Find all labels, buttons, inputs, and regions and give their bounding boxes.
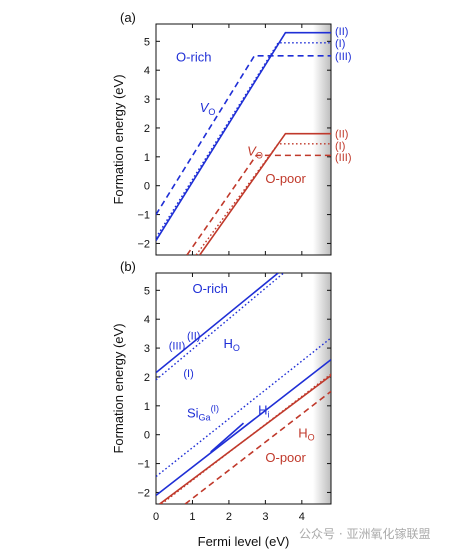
y-tick-label: 0: [144, 181, 150, 193]
gap-band: [313, 24, 331, 255]
y-tick-label: 2: [144, 372, 150, 384]
y-tick-label: 3: [144, 343, 150, 355]
right-series-label: (II): [335, 26, 348, 38]
gap-band: [313, 273, 331, 504]
annotation: HO: [298, 426, 314, 443]
series-line-blue-dot: [156, 42, 331, 239]
series-line-blue-dot: [156, 337, 331, 478]
x-tick-label: 3: [262, 511, 268, 523]
right-series-label: (III): [335, 152, 352, 164]
annotation: O-rich: [176, 50, 211, 65]
annotation: (II): [187, 330, 200, 342]
series-line-red-dot: [195, 143, 331, 255]
right-series-label: (II): [335, 129, 348, 141]
series-line-red-dash: [184, 390, 331, 504]
series-line-red-solid: [159, 374, 331, 504]
x-tick-label: 4: [299, 511, 305, 523]
series-line-blue-solid: [156, 358, 331, 496]
series-line-blue-solid: [156, 273, 279, 374]
y-tick-label: 5: [144, 285, 150, 297]
y-tick-label: 5: [144, 36, 150, 48]
x-axis-label: Fermi level (eV): [198, 534, 290, 549]
y-tick-label: 3: [144, 94, 150, 106]
panel-label: (a): [120, 10, 136, 25]
annotation: HO: [223, 336, 239, 353]
annotation: SiGa(I): [187, 403, 219, 422]
annotation: VO: [247, 143, 263, 160]
series-line-red-solid: [199, 132, 331, 255]
y-tick-label: −2: [137, 487, 150, 499]
annotation: (I): [183, 368, 193, 380]
annotation: (III): [169, 341, 186, 353]
y-tick-label: −1: [137, 459, 150, 471]
right-series-label: (I): [335, 38, 345, 50]
annotation: Hi: [258, 402, 269, 419]
y-tick-label: −1: [137, 210, 150, 222]
panel-label: (b): [120, 259, 136, 274]
annotation: O-poor: [265, 171, 306, 186]
plot-frame: [155, 23, 332, 256]
y-tick-label: 4: [144, 314, 150, 326]
x-tick-label: 1: [189, 511, 195, 523]
series-line-blue-solid: [210, 422, 245, 453]
annotation: O-rich: [192, 281, 227, 296]
annotation: O-poor: [265, 450, 306, 465]
y-tick-label: 4: [144, 65, 150, 77]
series-line-blue-solid: [156, 31, 331, 241]
series-line-blue-dash: [156, 54, 331, 215]
y-axis-label: Formation energy (eV): [111, 323, 126, 453]
y-tick-label: −2: [137, 238, 150, 250]
right-series-label: (III): [335, 51, 352, 63]
x-tick-label: 2: [226, 511, 232, 523]
series-line-red-dash: [186, 154, 331, 255]
y-tick-label: 0: [144, 430, 150, 442]
plot-frame: [155, 272, 332, 505]
y-tick-label: 1: [144, 401, 150, 413]
y-tick-label: 2: [144, 123, 150, 135]
watermark: 公众号 · 亚洲氧化镓联盟: [299, 527, 431, 541]
annotation: VO: [200, 100, 216, 117]
right-series-label: (I): [335, 140, 345, 152]
y-tick-label: 1: [144, 152, 150, 164]
x-tick-label: 0: [153, 511, 159, 523]
y-axis-label: Formation energy (eV): [111, 74, 126, 204]
